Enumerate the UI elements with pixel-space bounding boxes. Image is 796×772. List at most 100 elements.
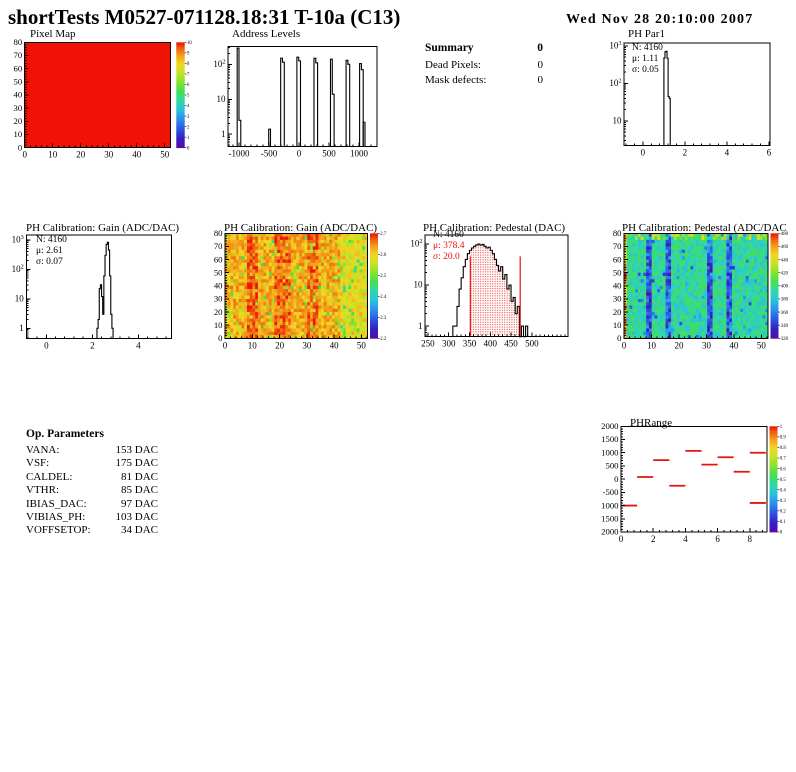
svg-text:2.4: 2.4 — [380, 295, 387, 300]
op-param-value: 97 DAC — [121, 497, 158, 510]
svg-text:500: 500 — [322, 149, 336, 159]
svg-text:4: 4 — [136, 340, 141, 350]
summary-row-mask-defects: Mask defects: 0 — [425, 73, 543, 88]
svg-text:30: 30 — [14, 103, 23, 113]
page-title: shortTests M0527-071128.18:31 T-10a (C13… — [8, 5, 401, 29]
stat-mean: μ: 1.11 — [632, 54, 659, 64]
svg-text:80: 80 — [14, 37, 23, 47]
summary-row-dead-pixels: Dead Pixels: 0 — [425, 58, 543, 73]
plot-title-ph-range: PHRange — [630, 417, 673, 429]
svg-text:40: 40 — [330, 340, 340, 350]
svg-text:0.3: 0.3 — [780, 499, 787, 504]
svg-text:0.2: 0.2 — [780, 510, 787, 515]
svg-text:40: 40 — [14, 90, 23, 100]
svg-text:103: 103 — [609, 40, 621, 51]
svg-text:460: 460 — [781, 245, 789, 250]
ph-par1-plot: 0 2 4 6 10 102 103 — [609, 40, 771, 157]
svg-text:0: 0 — [617, 333, 622, 343]
svg-text:50: 50 — [214, 267, 223, 277]
gain-map-plot: 0 10 20 30 40 50010203040506070802.22.32.42.5… — [214, 228, 387, 350]
gain-hist-plot: 0 2 4 1 10 102 103 — [12, 234, 172, 350]
svg-text:0: 0 — [22, 150, 27, 160]
op-param-value: 34 DAC — [121, 524, 158, 537]
svg-text:20: 20 — [613, 307, 622, 317]
svg-text:70: 70 — [214, 241, 223, 251]
svg-text:60: 60 — [214, 254, 223, 264]
svg-text:9: 9 — [187, 52, 190, 57]
svg-text:8: 8 — [748, 534, 753, 544]
summary-block: Summary 0 Dead Pixels: 0 Mask defects: 0 — [425, 42, 543, 87]
stat-sigma: σ: 0.07 — [36, 257, 63, 267]
stats-box-pedestal-hist: N: 4160 μ: 378.4 σ: 20.0 — [433, 230, 464, 263]
plot-title-pixel-map: Pixel Map — [30, 28, 76, 40]
svg-text:10: 10 — [613, 116, 623, 126]
svg-text:-1000: -1000 — [228, 149, 249, 159]
svg-text:500: 500 — [525, 339, 539, 349]
svg-text:10: 10 — [217, 94, 227, 104]
svg-text:0: 0 — [614, 474, 619, 484]
svg-text:10: 10 — [15, 294, 25, 304]
svg-text:2: 2 — [683, 148, 688, 158]
op-parameters-block: Op. Parameters VANA: 153 DAC VSF: 175 DA… — [26, 428, 158, 538]
svg-text:40: 40 — [214, 281, 223, 291]
svg-text:60: 60 — [613, 254, 622, 264]
stat-sigma: σ: 0.05 — [632, 65, 659, 75]
svg-text:10: 10 — [187, 41, 192, 46]
svg-text:1: 1 — [780, 425, 783, 430]
svg-text:0: 0 — [218, 333, 223, 343]
op-param-value: 103 DAC — [115, 511, 158, 524]
op-param-row-ibias-dac: IBIAS_DAC: 97 DAC — [26, 498, 158, 511]
svg-text:0.5: 0.5 — [780, 478, 787, 483]
op-param-label: VSF: — [26, 457, 50, 470]
svg-text:80: 80 — [214, 228, 223, 238]
svg-text:-500: -500 — [603, 487, 620, 497]
pixel-map-plot: 0 10 20 30 40 50 0 10 20 30 40 50 60 70 80 0 1 2 3 4 5 6 7 8 9 10 — [14, 37, 193, 160]
svg-text:10: 10 — [414, 280, 424, 290]
svg-text:250: 250 — [421, 339, 435, 349]
svg-text:30: 30 — [104, 150, 114, 160]
op-param-label: VOFFSETOP: — [26, 524, 91, 537]
svg-text:1: 1 — [221, 129, 226, 139]
svg-text:2.2: 2.2 — [380, 337, 387, 342]
svg-text:1: 1 — [19, 323, 24, 333]
op-param-label: VTHR: — [26, 484, 59, 497]
plot-title-pedestal-hist: PH Calibration: Pedestal (DAC) — [423, 222, 566, 234]
svg-text:80: 80 — [613, 228, 622, 238]
ped-map-plot: 0 10 20 30 40 5001020304050607080320340360380… — [613, 228, 789, 350]
svg-text:2.6: 2.6 — [380, 253, 387, 258]
svg-text:10: 10 — [248, 340, 258, 350]
summary-label: Mask defects: — [425, 73, 487, 86]
svg-text:1: 1 — [187, 136, 190, 141]
svg-text:6: 6 — [715, 534, 720, 544]
svg-text:20: 20 — [214, 307, 223, 317]
svg-text:2.7: 2.7 — [380, 232, 387, 237]
svg-text:102: 102 — [213, 58, 225, 69]
op-param-value: 175 DAC — [115, 457, 158, 470]
svg-text:0: 0 — [780, 531, 783, 536]
svg-text:50: 50 — [357, 340, 367, 350]
svg-text:420: 420 — [781, 271, 789, 276]
svg-text:0: 0 — [187, 146, 190, 151]
svg-text:0: 0 — [18, 142, 23, 152]
summary-total: 0 — [537, 42, 543, 54]
svg-text:380: 380 — [781, 298, 789, 303]
svg-text:10: 10 — [14, 129, 23, 139]
svg-text:10: 10 — [613, 320, 622, 330]
plot-title-address-levels: Address Levels — [232, 28, 301, 40]
op-param-row-vthr: VTHR: 85 DAC — [26, 484, 158, 497]
svg-text:450: 450 — [504, 339, 518, 349]
op-param-row-vsf: VSF: 175 DAC — [26, 457, 158, 470]
svg-text:0: 0 — [44, 340, 49, 350]
svg-text:2: 2 — [187, 125, 190, 130]
svg-text:0.9: 0.9 — [780, 436, 787, 441]
op-param-label: VIBIAS_PH: — [26, 511, 86, 524]
svg-text:0.7: 0.7 — [780, 457, 787, 462]
stat-sigma: σ: 20.0 — [433, 252, 460, 262]
svg-text:6: 6 — [187, 83, 190, 88]
plot-title-pedestal-map: PH Calibration: Pedestal (ADC/DAC — [622, 222, 787, 234]
svg-text:2000: 2000 — [601, 421, 619, 431]
svg-text:0.4: 0.4 — [780, 488, 787, 493]
stat-entries: N: 4160 — [433, 230, 464, 240]
stats-box-ph-par1: N: 4160 μ: 1.11 σ: 0.05 — [632, 43, 663, 76]
